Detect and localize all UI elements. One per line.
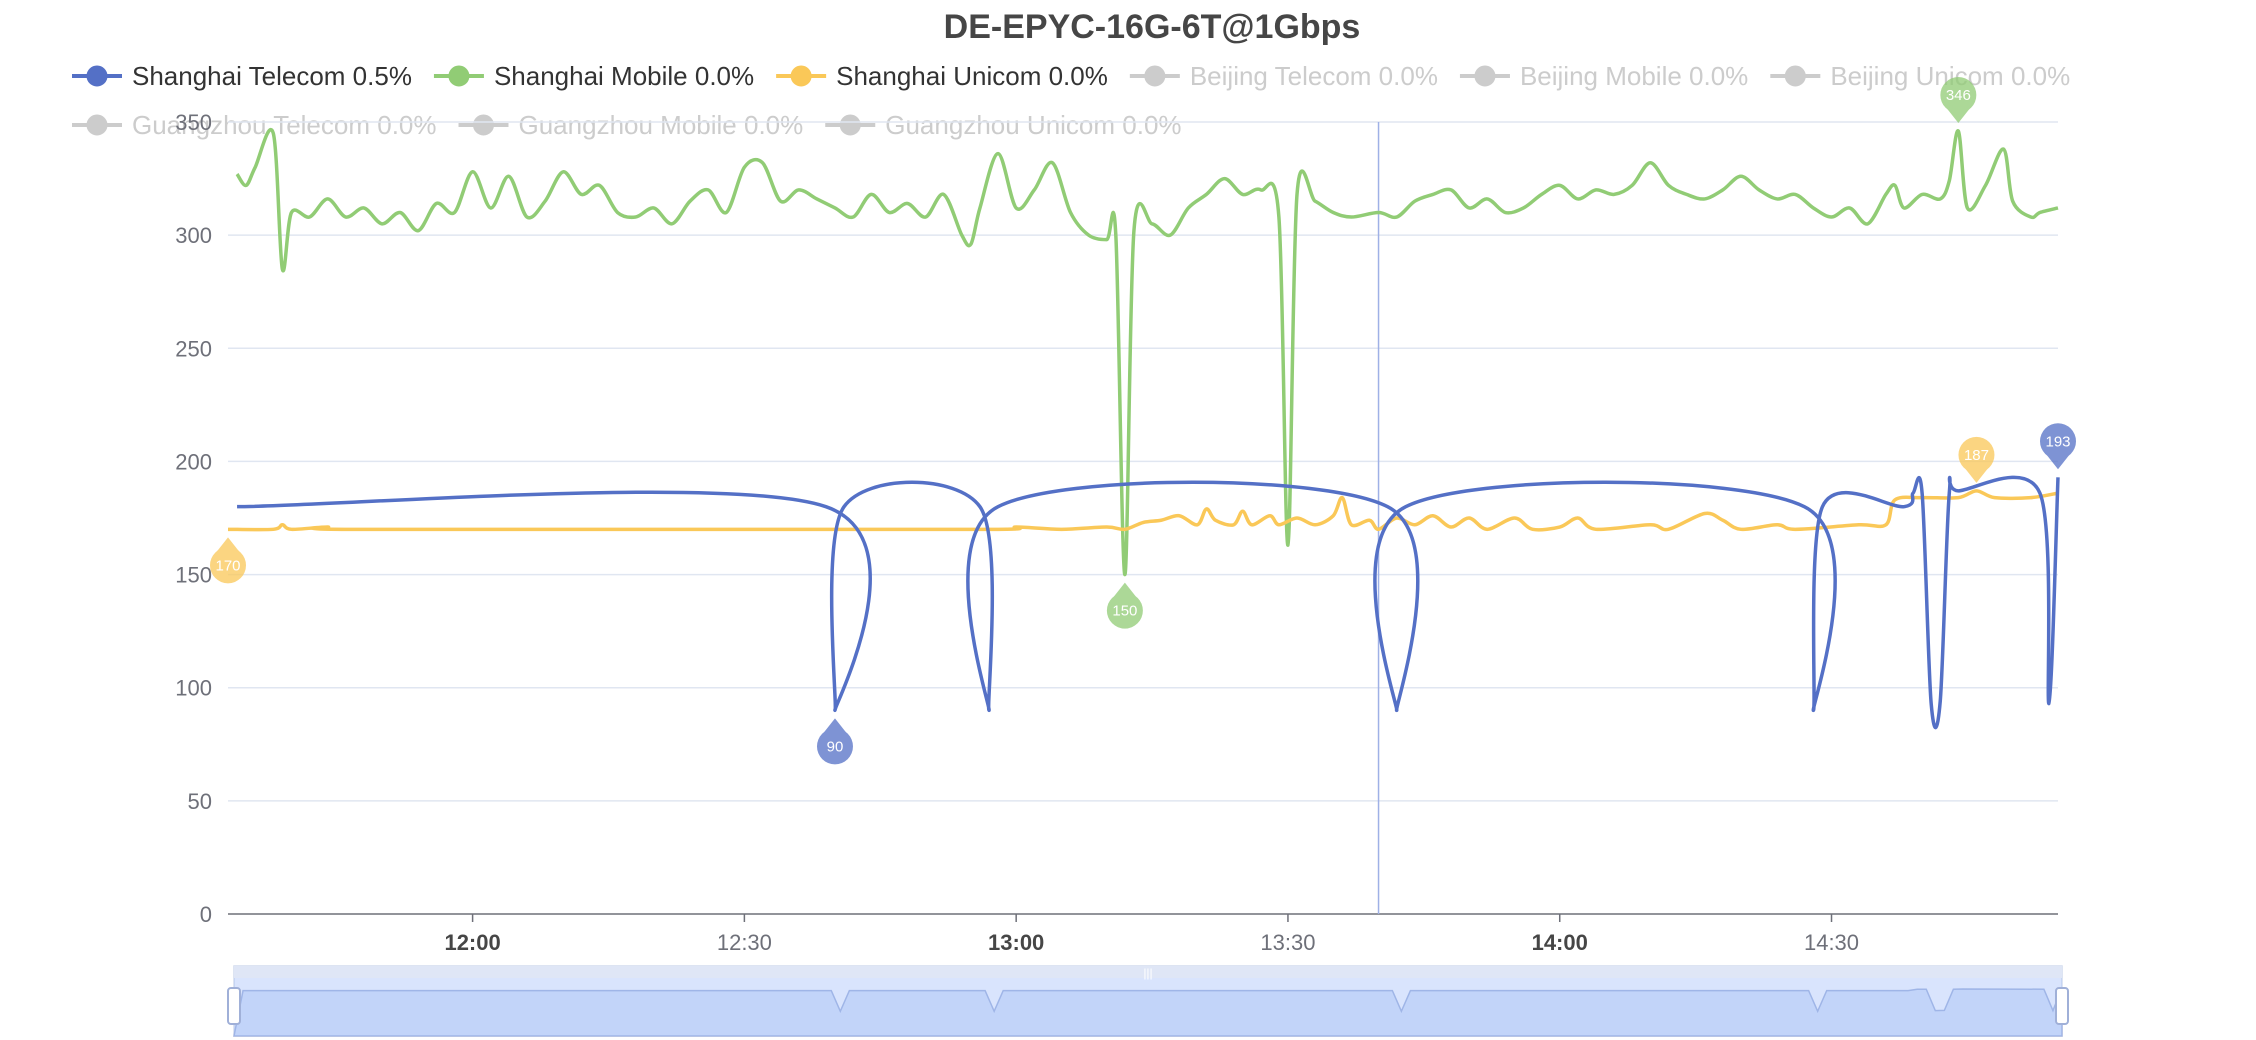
legend: Shanghai Telecom 0.5% Shanghai Mobile 0.0… [72,61,2070,140]
zoom-grip-icon: ||| [1143,966,1152,980]
legend-dot [86,65,108,87]
marker-group: 90 193 150 346 170 187 [210,77,2076,765]
zoom-move-bar[interactable] [234,966,2062,978]
y-tick-label: 50 [188,789,212,814]
y-tick-label: 300 [175,223,212,248]
legend-dot [790,65,812,87]
legend-item[interactable]: Shanghai Telecom 0.5% [72,61,412,91]
legend-dot [473,114,494,136]
y-tick-label: 100 [175,676,212,701]
pin-marker: 170 [210,537,246,584]
legend-label: Shanghai Unicom 0.0% [836,61,1108,91]
pin-head [2040,423,2076,460]
y-tick-label: 150 [175,563,212,588]
legend-item[interactable]: Shanghai Unicom 0.0% [776,61,1108,91]
pin-label: 150 [1112,603,1137,620]
pin-head [210,547,246,584]
legend-item[interactable]: Guangzhou Telecom 0.0% [72,110,437,140]
legend-label: Guangzhou Mobile 0.0% [519,110,804,140]
series-group [227,128,2060,730]
pin-head [816,728,853,765]
x-tick-label: 13:30 [1260,930,1315,955]
zoom-handle[interactable] [2055,987,2069,1025]
zoom-handle[interactable] [227,987,241,1025]
x-tick-label: 14:30 [1804,930,1859,955]
pin-marker: 193 [2040,423,2076,470]
legend-label: Guangzhou Telecom 0.0% [132,110,437,140]
legend-label: Beijing Mobile 0.0% [1520,61,1748,91]
legend-label: Beijing Telecom 0.0% [1190,61,1438,91]
chart-title: DE-EPYC-16G-6T@1Gbps [944,8,1361,46]
pin-head [1106,592,1143,629]
x-tick-label: 13:00 [988,930,1044,955]
legend-dot [1144,65,1166,87]
pin-head [1940,77,1977,114]
x-axis: 12:00 12:30 13:00 13:30 14:00 14:30 [444,914,1859,955]
zoom-preview [233,987,2063,1037]
y-axis: 0 50 100 150 200 250 300 350 [175,110,212,927]
legend-dot [448,65,470,87]
series-line [235,128,2059,577]
series-line [227,489,2059,532]
legend-label: Shanghai Mobile 0.0% [494,61,754,91]
pin-label: 90 [827,738,844,755]
pin-marker: 90 [816,718,853,765]
pin-marker: 346 [1940,77,1977,124]
legend-label: Shanghai Telecom 0.5% [132,61,412,91]
legend-item[interactable]: Beijing Telecom 0.0% [1129,61,1438,91]
pin-label: 187 [1964,447,1989,464]
pin-marker: 187 [1958,436,1995,483]
legend-dot [1474,65,1496,87]
x-tick-label: 14:00 [1532,930,1588,955]
data-zoom-slider[interactable]: ||| [227,965,2069,1037]
legend-item[interactable]: Beijing Unicom 0.0% [1770,61,2070,91]
legend-dot [839,114,861,136]
y-tick-label: 350 [175,110,212,135]
pin-label: 193 [2045,433,2070,450]
legend-item[interactable]: Shanghai Mobile 0.0% [433,61,754,91]
legend-item[interactable]: Guangzhou Unicom 0.0% [825,110,1182,140]
y-tick-label: 250 [175,336,212,361]
y-tick-label: 200 [175,449,212,474]
legend-label: Guangzhou Unicom 0.0% [885,110,1181,140]
legend-dot [86,114,108,136]
grid-lines [228,121,2058,915]
pin-label: 170 [215,557,240,574]
y-tick-label: 0 [200,902,212,927]
legend-dot [1784,65,1806,87]
pin-marker: 150 [1106,582,1143,629]
legend-item[interactable]: Beijing Mobile 0.0% [1459,61,1748,91]
pin-label: 346 [1946,87,1971,104]
x-tick-label: 12:00 [444,930,500,955]
legend-item[interactable]: Guangzhou Mobile 0.0% [458,110,804,140]
pin-head [1958,436,1995,473]
series-line [237,475,2060,730]
x-tick-label: 12:30 [717,930,772,955]
